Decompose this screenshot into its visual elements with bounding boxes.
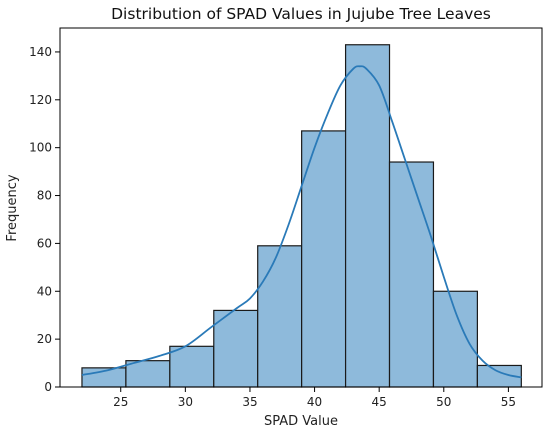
x-tick-label: 45 [372,395,387,409]
y-tick-label: 20 [37,332,52,346]
y-tick-label: 40 [37,284,52,298]
x-tick-label: 55 [501,395,516,409]
x-axis-label: SPAD Value [264,414,338,429]
x-tick-label: 30 [178,395,193,409]
kde-curve [81,65,522,379]
histogram-bar [388,161,435,388]
x-tick-label: 40 [307,395,322,409]
y-tick-label: 120 [29,93,52,107]
bars-group [81,44,522,388]
y-tick-label: 140 [29,45,52,59]
y-tick-label: 100 [29,141,52,155]
x-tick-label: 35 [242,395,257,409]
y-axis-ticks: 0 20 40 60 80 100 120 140 [29,45,60,394]
histogram-bar [257,245,303,388]
y-tick-label: 80 [37,189,52,203]
histogram-bar [213,309,259,388]
chart-title: Distribution of SPAD Values in Jujube Tr… [111,5,491,23]
plot-frame [59,27,543,388]
histogram-bar [125,360,171,388]
y-axis-label: Frequency [5,174,20,241]
x-axis-ticks: 25 30 35 40 45 50 55 [113,387,516,409]
histogram-bar [432,290,478,388]
x-tick-label: 25 [113,395,128,409]
y-tick-label: 0 [44,380,52,394]
y-tick-label: 60 [37,236,52,250]
histogram-bar [169,345,215,388]
histogram-bar [301,130,347,388]
histogram-bar [344,44,391,388]
x-tick-label: 50 [436,395,451,409]
